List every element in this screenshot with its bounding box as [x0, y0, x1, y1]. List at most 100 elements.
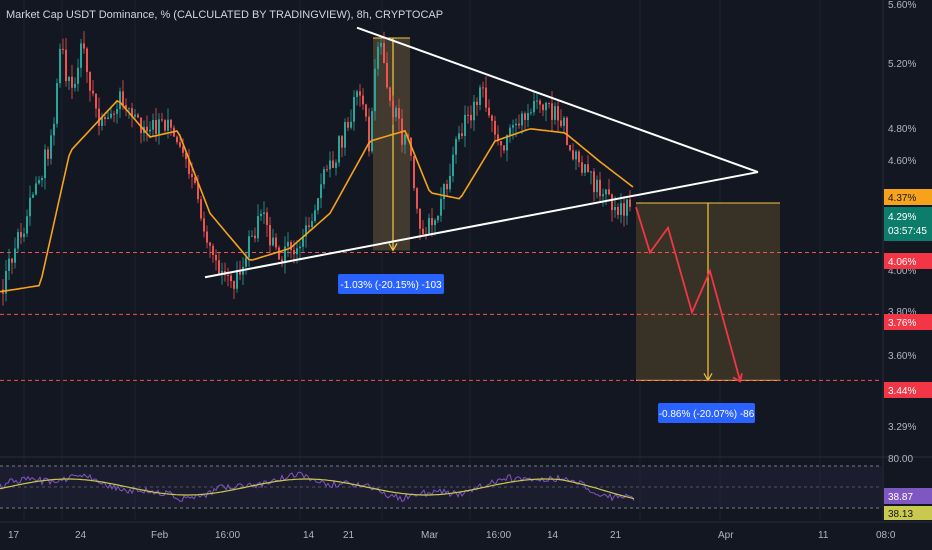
- level-3-label: 3.44%: [888, 386, 916, 397]
- candle-body: [89, 71, 91, 91]
- candle-body: [347, 122, 349, 128]
- price-tick: 3.60%: [888, 351, 916, 362]
- candle-body: [431, 218, 433, 226]
- candle-body: [533, 101, 535, 113]
- candle-body: [563, 117, 565, 126]
- candle-body: [116, 109, 118, 114]
- rsi-tick: 80.00: [888, 454, 913, 465]
- time-tick: 16:00: [486, 530, 511, 541]
- candle-body: [416, 188, 418, 209]
- candle-body: [356, 91, 358, 97]
- candle-body: [443, 184, 445, 199]
- candle-body: [128, 108, 130, 110]
- candle-body: [452, 154, 454, 177]
- price-tick: 3.29%: [888, 422, 916, 433]
- candle-body: [230, 275, 232, 282]
- candle-body: [266, 212, 268, 225]
- candle-body: [248, 236, 250, 258]
- candle-body: [14, 248, 16, 263]
- candle-body: [506, 135, 508, 151]
- candle-body: [218, 260, 220, 275]
- candle-body: [59, 48, 61, 84]
- candle-body: [386, 62, 388, 88]
- measure-arrowhead-past: [388, 243, 398, 252]
- candle-body: [197, 183, 199, 200]
- candle-body: [194, 177, 196, 184]
- candle-body: [377, 46, 379, 69]
- price-tick: 4.00%: [888, 266, 916, 277]
- time-tick: 11: [818, 530, 829, 541]
- candle-body: [398, 107, 400, 119]
- candle-body: [236, 271, 238, 289]
- candle-body: [23, 233, 25, 238]
- candle-body: [8, 258, 10, 271]
- ma-value-label-bg: [884, 189, 932, 205]
- candle-body: [68, 76, 70, 82]
- candle-body: [182, 146, 184, 153]
- candle-body: [623, 203, 625, 216]
- candle-body: [422, 228, 424, 235]
- candle-body: [524, 113, 526, 120]
- candle-body: [86, 48, 88, 72]
- level-3-label-bg: [884, 382, 932, 398]
- candle-body: [392, 100, 394, 118]
- candle-body: [326, 169, 328, 171]
- candle-body: [17, 232, 19, 249]
- candle-body: [464, 114, 466, 136]
- candle-body: [593, 171, 595, 193]
- candle-body: [254, 235, 256, 239]
- measure-label-past-bg: [338, 274, 444, 294]
- candle-body: [629, 199, 631, 207]
- candle-body: [359, 91, 361, 96]
- candle-body: [164, 120, 166, 131]
- candle-body: [494, 120, 496, 135]
- candle-body: [305, 225, 307, 237]
- candle-body: [71, 76, 73, 88]
- candle-body: [329, 160, 331, 170]
- candle-body: [62, 48, 64, 50]
- measure-label-projected-bg: [658, 403, 755, 423]
- last-price-label: 4.29%: [888, 212, 916, 223]
- projected-path: [635, 206, 741, 381]
- level-1-label-bg: [884, 253, 932, 269]
- candle-body: [311, 221, 313, 227]
- candle-body: [458, 133, 460, 140]
- ma-value-label: 4.37%: [888, 193, 916, 204]
- symbol-title[interactable]: Market Cap USDT Dominance, % (CALCULATED…: [6, 9, 444, 21]
- candle-body: [362, 95, 364, 105]
- candle-body: [584, 164, 586, 173]
- candle-body: [179, 142, 181, 147]
- candle-body: [155, 120, 157, 134]
- price-axis-bg: [883, 0, 932, 550]
- candle-body: [536, 100, 538, 102]
- rsi-value-label: 38.87: [888, 492, 913, 503]
- candle-body: [281, 259, 283, 263]
- candle-body: [323, 169, 325, 185]
- measure-label-past: -1.03% (-20.15%) -103: [340, 280, 442, 291]
- candle-body: [581, 162, 583, 173]
- time-tick: Apr: [718, 530, 734, 541]
- rsi-signal-label: 38.13: [888, 509, 913, 520]
- projected-arrowhead: [732, 373, 743, 383]
- candle-body: [20, 232, 22, 238]
- price-tick: 3.80%: [888, 307, 916, 318]
- candle-body: [278, 247, 280, 260]
- triangle-upper-trendline: [356, 26, 759, 174]
- candle-body: [296, 248, 298, 255]
- candle-body: [95, 93, 97, 109]
- candle-body: [284, 246, 286, 263]
- candle-body: [275, 237, 277, 248]
- candle-body: [371, 111, 373, 152]
- candle-body: [11, 258, 13, 263]
- candle-body: [98, 108, 100, 126]
- candle-body: [269, 224, 271, 246]
- candle-body: [26, 216, 28, 234]
- candle-body: [488, 107, 490, 116]
- candle-body: [212, 245, 214, 255]
- candle-body: [74, 83, 76, 88]
- price-tick: 5.20%: [888, 59, 916, 70]
- candle-body: [221, 271, 223, 275]
- candle-body: [203, 218, 205, 232]
